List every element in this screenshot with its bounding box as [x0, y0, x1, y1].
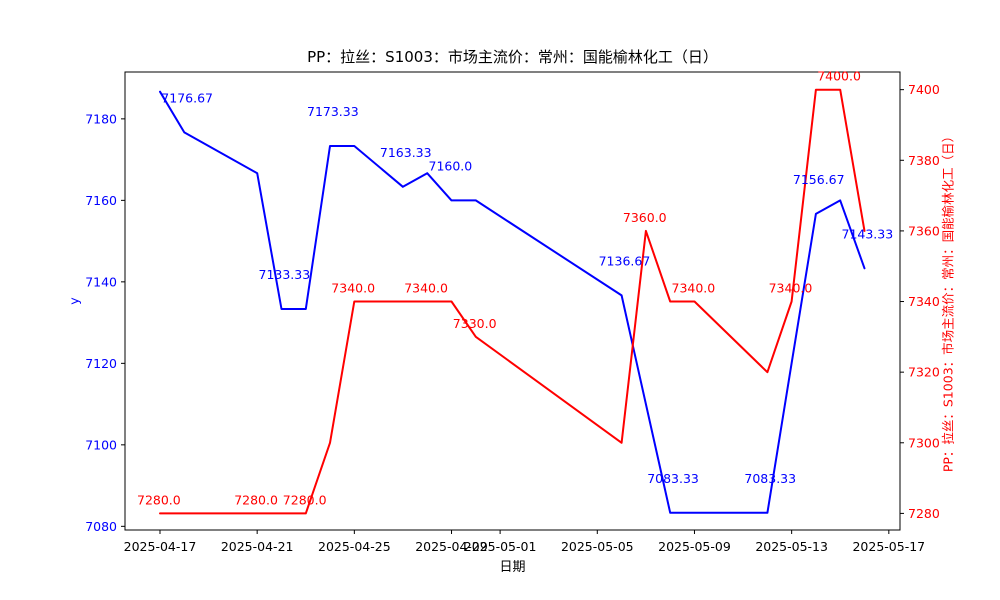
point-annotation: 7330.0	[453, 316, 497, 331]
left-y-tick-label: 7100	[85, 437, 117, 452]
point-annotation: 7163.33	[380, 145, 432, 160]
x-tick-label: 2025-04-21	[221, 539, 294, 554]
point-annotation: 7280.0	[137, 492, 181, 507]
point-annotation: 7083.33	[647, 471, 699, 486]
chart-title: PP：拉丝：S1003：市场主流价：常州：国能榆林化工（日）	[307, 48, 718, 66]
point-annotation: 7360.0	[623, 210, 667, 225]
point-annotation: 7136.67	[599, 253, 651, 268]
x-tick-label: 2025-05-05	[561, 539, 634, 554]
right-y-tick-label: 7360	[908, 223, 940, 238]
plot-frame	[124, 71, 901, 531]
left-y-tick-label: 7120	[85, 356, 117, 371]
point-annotation: 7340.0	[769, 281, 813, 296]
x-tick-label: 2025-05-17	[852, 539, 925, 554]
point-annotation: 7340.0	[404, 281, 448, 296]
left-y-tick-label: 7160	[85, 193, 117, 208]
right-y-tick-label: 7400	[908, 82, 940, 97]
right-y-tick-label: 7380	[908, 153, 940, 168]
series-line-right	[159, 88, 866, 515]
left-y-tick-label: 7180	[85, 111, 117, 126]
point-annotation: 7156.67	[793, 172, 845, 187]
left-y-tick-label: 7140	[85, 274, 117, 289]
x-tick-label: 2025-05-01	[464, 539, 537, 554]
x-tick-label: 2025-04-17	[124, 539, 197, 554]
x-tick-label: 2025-05-09	[658, 539, 731, 554]
point-annotation: 7160.0	[429, 158, 473, 173]
right-y-tick-label: 7320	[908, 365, 940, 380]
series-line-left	[159, 90, 866, 514]
point-annotation: 7280.0	[234, 492, 278, 507]
right-y-tick-label: 7340	[908, 294, 940, 309]
point-annotation: 7176.67	[161, 90, 213, 105]
point-annotation: 7400.0	[817, 69, 861, 84]
x-tick-label: 2025-04-25	[318, 539, 391, 554]
point-annotation: 7280.0	[283, 492, 327, 507]
x-tick-label: 2025-04-29	[415, 539, 488, 554]
x-axis-label: 日期	[499, 560, 526, 575]
x-tick-label: 2025-05-13	[755, 539, 828, 554]
left-y-tick-label: 7080	[85, 519, 117, 534]
point-annotation: 7340.0	[331, 281, 375, 296]
point-annotation: 7083.33	[744, 471, 796, 486]
point-annotation: 7340.0	[672, 281, 716, 296]
right-y-tick-label: 7300	[908, 435, 940, 450]
point-annotation: 7133.33	[259, 267, 311, 282]
point-annotation: 7143.33	[842, 226, 894, 241]
right-y-tick-label: 7280	[908, 506, 940, 521]
point-annotation: 7173.33	[307, 104, 359, 119]
